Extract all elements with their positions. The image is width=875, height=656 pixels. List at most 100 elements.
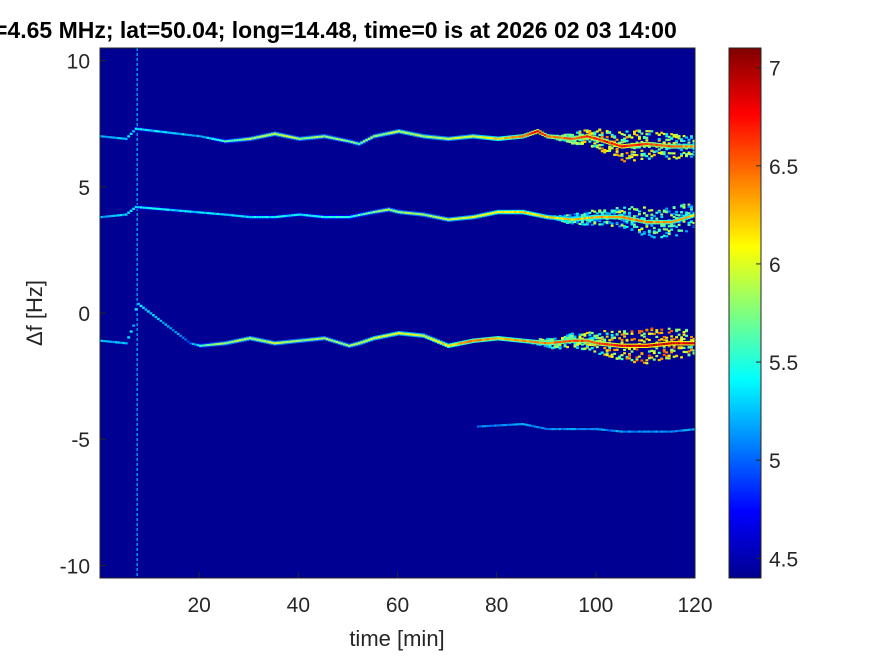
trace-spread-cell [635,357,639,361]
trace-cell [635,344,639,347]
trace-cell [251,337,255,340]
trace-cell [558,217,562,220]
trace-cell [276,133,279,136]
trace-spread-cell [662,338,666,342]
trace-cell [100,339,103,342]
trace-cell [350,215,354,218]
trace-cell [506,136,510,139]
trace-cell [347,140,351,143]
trace-spread-cell [608,147,612,151]
trace-cell [476,339,480,342]
trace-spread-cell [628,347,631,351]
trace-cell [117,214,121,217]
trace-spread-cell [595,140,599,144]
trace-cell [538,341,542,344]
trace-cell [288,214,292,217]
trace-cell [402,211,406,214]
trace-cell [437,216,441,219]
trace-cell [342,343,346,346]
trace-spread-cell [650,130,654,133]
trace-cell [457,217,460,220]
trace-spread-cell [585,345,589,348]
trace-cell [692,428,695,431]
trace-cell [667,342,671,345]
trace-cell [454,137,458,140]
trace-spread-cell [677,214,681,217]
trace-spread-cell [603,353,607,356]
trace-cell [628,344,631,347]
trace-spread-cell [672,206,676,209]
trace-cell [429,214,433,218]
trace-spread-cell [642,217,646,220]
trace-cell [268,341,272,344]
trace-spread-cell [608,221,612,224]
trace-cell [476,425,480,428]
trace-cell [568,339,572,343]
trace-cell [645,142,649,146]
trace-spread-cell [588,331,592,334]
trace-spread-cell [672,355,676,358]
trace-cell [657,430,661,433]
trace-cell [598,215,602,219]
trace-spread-cell [580,133,584,136]
trace-cell [546,135,550,138]
trace-spread-cell [682,220,686,223]
trace-cell [176,332,180,336]
trace-spread-cell [600,211,604,214]
trace-cell [471,135,475,138]
trace-spread-cell [675,336,679,339]
colorbar-tick-label: 6 [769,254,781,277]
trace-cell [506,210,510,214]
trace-cell [620,344,624,347]
trace-cell [484,213,488,216]
trace-cell [253,215,257,219]
trace-cell [236,139,240,142]
trace-cell [397,210,401,214]
trace-spread-cell [608,212,612,215]
trace-cell [278,133,282,136]
trace-cell [561,136,565,139]
trace-spread-cell [682,333,686,336]
trace-cell [181,209,185,213]
trace-cell [690,342,693,345]
trace-spread-cell [675,354,679,357]
trace-cell [122,137,126,140]
trace-cell [194,343,198,346]
trace-cell [662,221,666,224]
trace-spread-cell [613,209,617,212]
trace-cell [191,134,195,137]
trace-spread-cell [590,132,594,135]
trace-cell [486,212,490,216]
trace-cell [536,425,540,429]
trace-cell [137,127,141,131]
trace-spread-cell [660,151,664,154]
trace-cell [310,338,314,341]
trace-cell [662,144,666,147]
trace-cell [271,341,274,344]
trace-cell [576,339,579,342]
trace-cell [124,137,128,140]
trace-cell [412,212,416,215]
trace-spread-cell [692,150,695,154]
trace-spread-cell [620,341,624,344]
trace-cell [518,423,522,426]
trace-cell [228,213,232,217]
trace-cell [516,423,520,426]
trace-spread-cell [647,229,651,232]
trace-cell [377,134,381,137]
trace-spread-cell [623,348,626,351]
trace-spread-cell [630,338,634,341]
trace-cell [633,218,636,221]
trace-spread-cell [585,223,589,226]
trace-spread-cell [553,345,557,348]
trace-spread-cell [543,345,547,348]
trace-cell [219,139,222,142]
trace-spread-cell [593,334,597,337]
trace-spread-cell [650,209,654,212]
trace-cell [685,145,688,148]
trace-cell [134,127,138,130]
trace-cell [479,135,483,139]
trace-spread-cell [633,208,636,211]
trace-cell [439,217,443,220]
trace-cell [538,426,542,429]
